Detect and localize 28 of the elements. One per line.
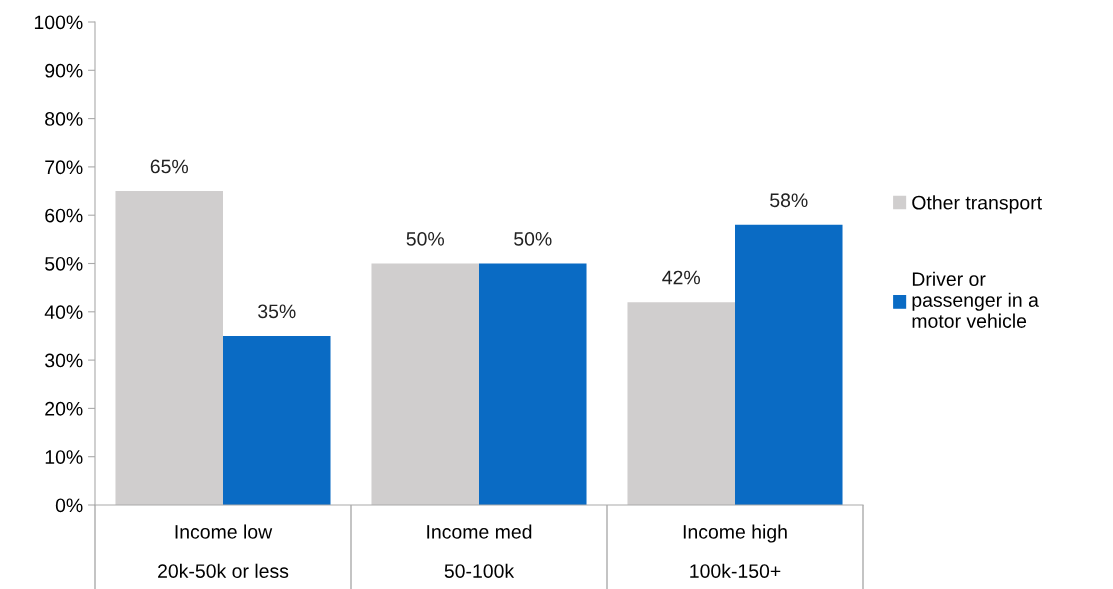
category-label: Income low 20k-50k or less — [158, 524, 289, 578]
y-tick-label: 30% — [45, 353, 83, 368]
y-tick-label: 90% — [45, 63, 83, 78]
x-tick-label: Income high 100k-150+ — [683, 524, 787, 578]
data-label: 50% — [514, 232, 552, 246]
y-tick-label: 70% — [45, 160, 83, 175]
y-tick-label: 0% — [55, 498, 83, 513]
bar — [735, 224, 843, 505]
data-label: 50% — [406, 232, 445, 246]
data-label: 35% — [258, 304, 296, 319]
category-label: Income med 50-100k — [427, 524, 532, 578]
y-tick-label: 80% — [45, 112, 83, 126]
bar — [115, 191, 223, 505]
data-label: 65% — [150, 159, 189, 174]
y-tick-label: 10% — [45, 450, 83, 464]
bar — [479, 263, 587, 505]
y-tick-label: 60% — [45, 208, 83, 223]
y-tick-label: 100% — [34, 15, 83, 30]
legend-label: Driver or passenger in a motor vehicle — [912, 271, 1039, 328]
bar — [627, 302, 735, 505]
bar — [223, 335, 331, 505]
legend-label: Other transport — [912, 195, 1042, 214]
y-tick-label: 20% — [45, 401, 83, 416]
data-label: 58% — [770, 193, 808, 208]
data-label: 42% — [662, 270, 701, 285]
bar — [371, 263, 479, 505]
y-tick-label: 50% — [45, 256, 83, 271]
y-tick-label: 40% — [44, 305, 83, 320]
